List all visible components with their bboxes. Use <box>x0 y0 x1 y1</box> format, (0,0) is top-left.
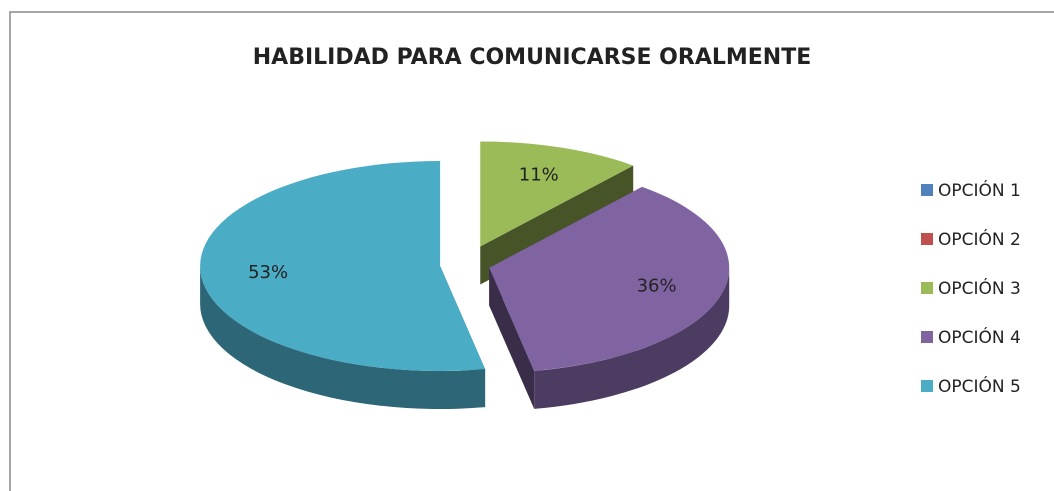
legend-swatch <box>921 282 933 294</box>
legend-swatch <box>921 380 933 392</box>
slice <box>480 141 634 247</box>
legend-swatch <box>921 233 933 245</box>
legend-label: OPCIÓN 4 <box>938 326 1021 348</box>
slice-side <box>489 267 535 409</box>
legend-swatch <box>921 184 933 196</box>
legend-swatch <box>921 331 933 343</box>
slice <box>200 161 486 372</box>
legend-label: OPCIÓN 2 <box>938 228 1021 250</box>
slice-wall <box>200 266 486 410</box>
data-label: 36% <box>637 276 677 297</box>
legend-label: OPCIÓN 5 <box>938 375 1021 397</box>
slice-wall <box>534 267 730 409</box>
data-label: 53% <box>248 262 288 283</box>
slice <box>489 186 730 371</box>
legend-label: OPCIÓN 1 <box>938 179 1021 201</box>
legend-label: OPCIÓN 3 <box>938 277 1021 299</box>
chart-title: HABILIDAD PARA COMUNICARSE ORALMENTE <box>253 45 811 70</box>
data-label: 11% <box>519 164 559 185</box>
